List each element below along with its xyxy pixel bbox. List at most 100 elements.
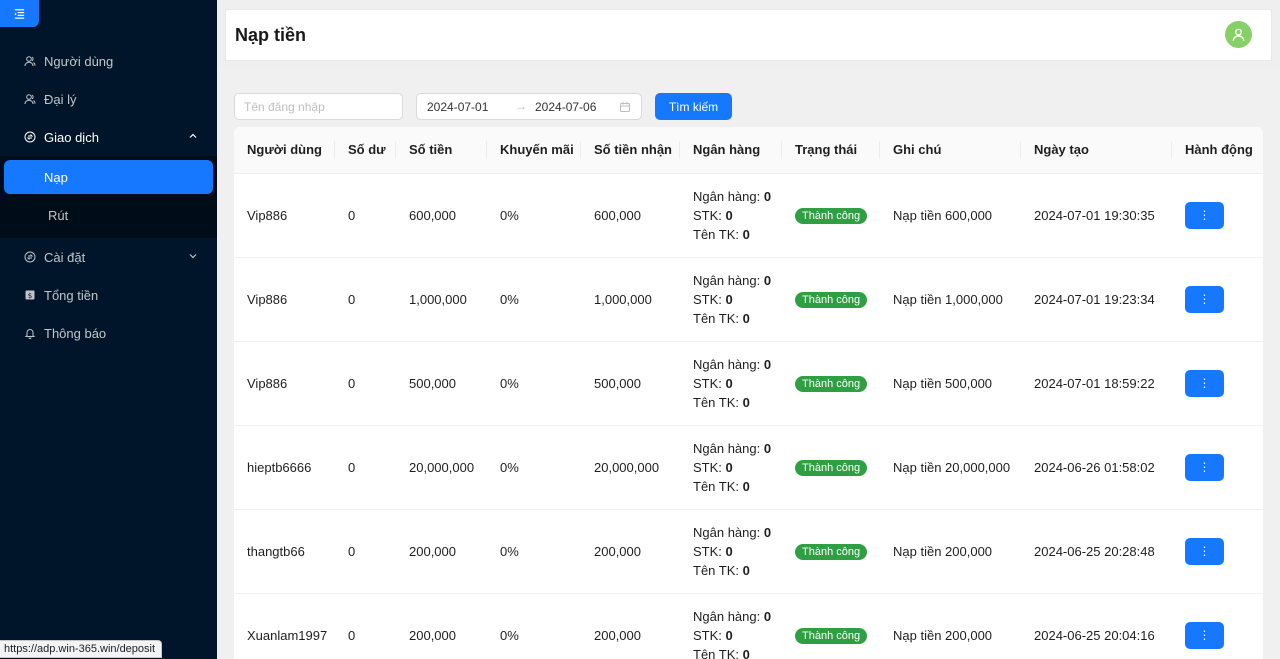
cell-balance: 0 [335, 341, 396, 426]
cell-promo: 0% [487, 173, 581, 258]
bank-name-line: Ngân hàng: 0 [693, 272, 772, 288]
cell-created: 2024-06-25 20:04:16 [1021, 593, 1172, 659]
more-vertical-icon: ⋮ [1198, 292, 1211, 306]
settings-icon [24, 251, 36, 263]
users-icon [24, 55, 36, 67]
more-vertical-icon: ⋮ [1198, 460, 1211, 474]
money-icon: $ [24, 289, 36, 301]
date-end[interactable]: 2024-07-06 [535, 100, 597, 114]
cell-promo: 0% [487, 425, 581, 510]
table-row: Xuanlam1997 0 200,000 0% 200,000 Ngân hà… [234, 593, 1263, 659]
cell-bank: Ngân hàng: 0 STK: 0 Tên TK: 0 [680, 593, 782, 659]
column-header: Ghi chú [880, 127, 1021, 174]
sidebar-item-total-money[interactable]: $ Tổng tiền [0, 276, 217, 314]
account-number-line: STK: 0 [693, 543, 733, 559]
sidebar-item-label: Tổng tiền [44, 287, 99, 303]
calendar-icon [620, 102, 630, 112]
transactions-submenu: Nạp Rút [0, 156, 217, 238]
cell-user: Vip886 [234, 341, 335, 426]
cell-amount: 20,000,000 [396, 425, 487, 510]
cell-user: Xuanlam1997 [234, 593, 335, 659]
cell-amount: 200,000 [396, 509, 487, 594]
status-badge: Thành công [795, 291, 868, 308]
more-vertical-icon: ⋮ [1198, 376, 1211, 390]
sidebar-item-label: Rút [48, 207, 69, 223]
more-vertical-icon: ⋮ [1198, 628, 1211, 642]
cell-bank: Ngân hàng: 0 STK: 0 Tên TK: 0 [680, 341, 782, 426]
sidebar-item-transactions[interactable]: Giao dịch [0, 118, 217, 156]
row-actions-button[interactable]: ⋮ [1185, 285, 1224, 313]
menu-toggle-button[interactable] [0, 0, 39, 27]
bank-name-line: Ngân hàng: 0 [693, 440, 772, 456]
table-row: hieptb6666 0 20,000,000 0% 20,000,000 Ng… [234, 425, 1263, 510]
cell-bank: Ngân hàng: 0 STK: 0 Tên TK: 0 [680, 425, 782, 510]
cell-note: Nạp tiền 1,000,000 [880, 257, 1021, 342]
row-actions-button[interactable]: ⋮ [1185, 621, 1224, 649]
sidebar-item-notifications[interactable]: Thông báo [0, 314, 217, 352]
cell-created: 2024-06-25 20:28:48 [1021, 509, 1172, 594]
cell-note: Nạp tiền 200,000 [880, 593, 1021, 659]
table-row: Vip886 0 1,000,000 0% 1,000,000 Ngân hàn… [234, 257, 1263, 342]
deposits-table: Người dùng Số dư Số tiền Khuyến mãi Số t… [234, 127, 1263, 659]
cell-received: 200,000 [581, 593, 680, 659]
account-name-line: Tên TK: 0 [693, 394, 750, 410]
cell-balance: 0 [335, 593, 396, 659]
cell-bank: Ngân hàng: 0 STK: 0 Tên TK: 0 [680, 257, 782, 342]
status-badge: Thành công [795, 627, 868, 644]
account-name-line: Tên TK: 0 [693, 646, 750, 659]
cell-user: thangtb66 [234, 509, 335, 594]
cell-promo: 0% [487, 593, 581, 659]
page-header: Nạp tiền [225, 9, 1272, 61]
chevron-up-icon [189, 133, 197, 138]
more-vertical-icon: ⋮ [1198, 208, 1211, 222]
cell-created: 2024-07-01 18:59:22 [1021, 341, 1172, 426]
cell-created: 2024-06-26 01:58:02 [1021, 425, 1172, 510]
username-search-input[interactable] [234, 93, 403, 120]
avatar[interactable] [1225, 21, 1252, 48]
cell-note: Nạp tiền 20,000,000 [880, 425, 1021, 510]
cell-received: 20,000,000 [581, 425, 680, 510]
sidebar-item-label: Người dùng [44, 53, 114, 69]
column-header: Ngân hàng [680, 127, 782, 174]
cell-action: ⋮ [1172, 593, 1263, 659]
date-start[interactable]: 2024-07-01 [427, 100, 489, 114]
cell-action: ⋮ [1172, 257, 1263, 342]
column-header: Số tiền nhận [581, 127, 680, 174]
user-icon [1232, 28, 1245, 41]
cell-promo: 0% [487, 341, 581, 426]
cell-received: 200,000 [581, 509, 680, 594]
account-number-line: STK: 0 [693, 207, 733, 223]
cell-promo: 0% [487, 257, 581, 342]
row-actions-button[interactable]: ⋮ [1185, 537, 1224, 565]
cell-note: Nạp tiền 200,000 [880, 509, 1021, 594]
column-header: Người dùng [234, 127, 335, 174]
column-header: Số tiền [396, 127, 487, 174]
status-bar-url: https://adp.win-365.win/deposit [0, 640, 163, 658]
status-badge: Thành công [795, 375, 868, 392]
cell-received: 1,000,000 [581, 257, 680, 342]
cell-action: ⋮ [1172, 425, 1263, 510]
sidebar-item-settings[interactable]: Cài đặt [0, 238, 217, 276]
table-header-row: Người dùng Số dư Số tiền Khuyến mãi Số t… [234, 127, 1263, 174]
bell-icon [24, 327, 36, 339]
sidebar-item-withdraw[interactable]: Rút [4, 196, 213, 234]
sidebar-item-agents[interactable]: Đại lý [0, 80, 217, 118]
status-badge: Thành công [795, 207, 868, 224]
row-actions-button[interactable]: ⋮ [1185, 201, 1224, 229]
account-number-line: STK: 0 [693, 459, 733, 475]
agents-icon [24, 93, 36, 105]
bank-name-line: Ngân hàng: 0 [693, 356, 772, 372]
search-button[interactable]: Tìm kiếm [655, 93, 732, 120]
cell-received: 600,000 [581, 173, 680, 258]
cell-bank: Ngân hàng: 0 STK: 0 Tên TK: 0 [680, 173, 782, 258]
row-actions-button[interactable]: ⋮ [1185, 369, 1224, 397]
cell-user: Vip886 [234, 257, 335, 342]
cell-received: 500,000 [581, 341, 680, 426]
transaction-icon [24, 131, 36, 143]
row-actions-button[interactable]: ⋮ [1185, 453, 1224, 481]
sidebar-item-users[interactable]: Người dùng [0, 42, 217, 80]
date-range-picker[interactable]: 2024-07-01 → 2024-07-06 [416, 93, 642, 120]
cell-note: Nạp tiền 600,000 [880, 173, 1021, 258]
sidebar-item-deposit[interactable]: Nạp [4, 160, 213, 194]
account-number-line: STK: 0 [693, 375, 733, 391]
